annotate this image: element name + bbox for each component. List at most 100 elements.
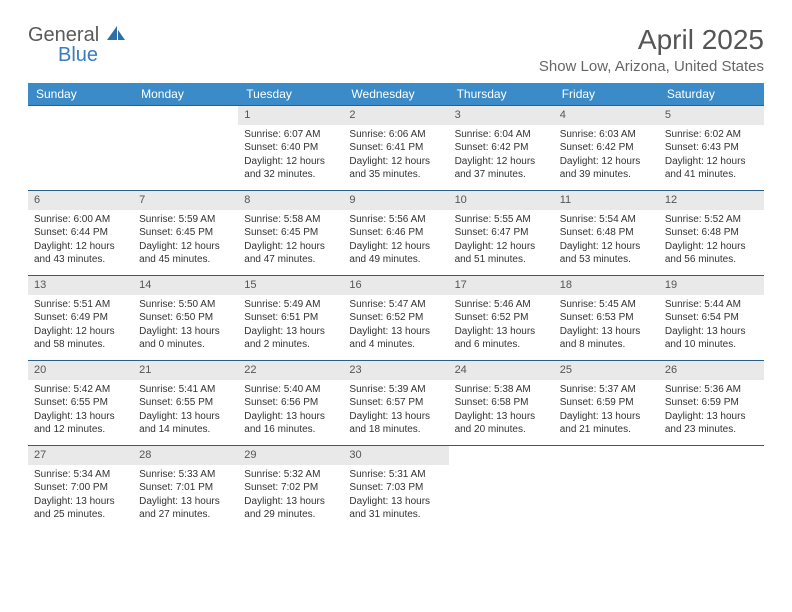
daylight-text: Daylight: 13 hours and 10 minutes. — [665, 325, 758, 352]
day-number: 8 — [238, 191, 343, 210]
sunrise-text: Sunrise: 6:07 AM — [244, 128, 337, 142]
day-cell: 11Sunrise: 5:54 AMSunset: 6:48 PMDayligh… — [554, 191, 659, 275]
day-details: Sunrise: 5:33 AMSunset: 7:01 PMDaylight:… — [133, 465, 238, 528]
sunset-text: Sunset: 6:44 PM — [34, 226, 127, 240]
sunrise-text: Sunrise: 5:41 AM — [139, 383, 232, 397]
day-cell: 3Sunrise: 6:04 AMSunset: 6:42 PMDaylight… — [449, 106, 554, 190]
day-details: Sunrise: 5:56 AMSunset: 6:46 PMDaylight:… — [343, 210, 448, 273]
day-details: Sunrise: 5:42 AMSunset: 6:55 PMDaylight:… — [28, 380, 133, 443]
day-number: 2 — [343, 106, 448, 125]
daylight-text: Daylight: 13 hours and 4 minutes. — [349, 325, 442, 352]
daylight-text: Daylight: 13 hours and 27 minutes. — [139, 495, 232, 522]
calendar-week: 20Sunrise: 5:42 AMSunset: 6:55 PMDayligh… — [28, 360, 764, 445]
day-number: 6 — [28, 191, 133, 210]
day-details: Sunrise: 5:44 AMSunset: 6:54 PMDaylight:… — [659, 295, 764, 358]
sunset-text: Sunset: 6:42 PM — [560, 141, 653, 155]
sunset-text: Sunset: 6:55 PM — [34, 396, 127, 410]
day-details: Sunrise: 5:37 AMSunset: 6:59 PMDaylight:… — [554, 380, 659, 443]
day-number: 23 — [343, 361, 448, 380]
day-details: Sunrise: 6:04 AMSunset: 6:42 PMDaylight:… — [449, 125, 554, 188]
daylight-text: Daylight: 12 hours and 47 minutes. — [244, 240, 337, 267]
daylight-text: Daylight: 12 hours and 51 minutes. — [455, 240, 548, 267]
sunrise-text: Sunrise: 5:59 AM — [139, 213, 232, 227]
sunrise-text: Sunrise: 5:49 AM — [244, 298, 337, 312]
sunset-text: Sunset: 6:49 PM — [34, 311, 127, 325]
day-cell: 29Sunrise: 5:32 AMSunset: 7:02 PMDayligh… — [238, 446, 343, 530]
month-title: April 2025 — [539, 24, 764, 56]
day-number: 30 — [343, 446, 448, 465]
day-number: 10 — [449, 191, 554, 210]
daylight-text: Daylight: 13 hours and 6 minutes. — [455, 325, 548, 352]
day-details: Sunrise: 5:45 AMSunset: 6:53 PMDaylight:… — [554, 295, 659, 358]
brand-logo: General Blue — [28, 24, 127, 47]
day-details: Sunrise: 5:52 AMSunset: 6:48 PMDaylight:… — [659, 210, 764, 273]
daylight-text: Daylight: 13 hours and 21 minutes. — [560, 410, 653, 437]
daylight-text: Daylight: 12 hours and 43 minutes. — [34, 240, 127, 267]
sunrise-text: Sunrise: 5:46 AM — [455, 298, 548, 312]
day-details: Sunrise: 5:34 AMSunset: 7:00 PMDaylight:… — [28, 465, 133, 528]
day-details: Sunrise: 5:40 AMSunset: 6:56 PMDaylight:… — [238, 380, 343, 443]
sunrise-text: Sunrise: 5:55 AM — [455, 213, 548, 227]
day-number — [554, 446, 659, 450]
sunrise-text: Sunrise: 6:02 AM — [665, 128, 758, 142]
sunset-text: Sunset: 6:41 PM — [349, 141, 442, 155]
sunrise-text: Sunrise: 6:00 AM — [34, 213, 127, 227]
day-details: Sunrise: 5:38 AMSunset: 6:58 PMDaylight:… — [449, 380, 554, 443]
day-number — [449, 446, 554, 450]
day-details: Sunrise: 5:31 AMSunset: 7:03 PMDaylight:… — [343, 465, 448, 528]
day-cell — [133, 106, 238, 190]
sunset-text: Sunset: 7:02 PM — [244, 481, 337, 495]
sunrise-text: Sunrise: 5:45 AM — [560, 298, 653, 312]
day-number: 9 — [343, 191, 448, 210]
day-number: 16 — [343, 276, 448, 295]
header: General Blue April 2025 Show Low, Arizon… — [28, 24, 764, 75]
daylight-text: Daylight: 12 hours and 32 minutes. — [244, 155, 337, 182]
daylight-text: Daylight: 12 hours and 58 minutes. — [34, 325, 127, 352]
dow-thursday: Thursday — [449, 83, 554, 105]
day-cell: 26Sunrise: 5:36 AMSunset: 6:59 PMDayligh… — [659, 361, 764, 445]
sunset-text: Sunset: 6:42 PM — [455, 141, 548, 155]
sunrise-text: Sunrise: 5:44 AM — [665, 298, 758, 312]
sunset-text: Sunset: 6:52 PM — [455, 311, 548, 325]
day-details: Sunrise: 5:47 AMSunset: 6:52 PMDaylight:… — [343, 295, 448, 358]
daylight-text: Daylight: 12 hours and 37 minutes. — [455, 155, 548, 182]
sunset-text: Sunset: 6:59 PM — [560, 396, 653, 410]
sunrise-text: Sunrise: 5:36 AM — [665, 383, 758, 397]
sunrise-text: Sunrise: 6:04 AM — [455, 128, 548, 142]
day-number: 1 — [238, 106, 343, 125]
day-cell: 20Sunrise: 5:42 AMSunset: 6:55 PMDayligh… — [28, 361, 133, 445]
day-cell: 7Sunrise: 5:59 AMSunset: 6:45 PMDaylight… — [133, 191, 238, 275]
dow-sunday: Sunday — [28, 83, 133, 105]
day-cell: 4Sunrise: 6:03 AMSunset: 6:42 PMDaylight… — [554, 106, 659, 190]
day-number: 17 — [449, 276, 554, 295]
day-details: Sunrise: 6:06 AMSunset: 6:41 PMDaylight:… — [343, 125, 448, 188]
daylight-text: Daylight: 13 hours and 25 minutes. — [34, 495, 127, 522]
day-details: Sunrise: 5:49 AMSunset: 6:51 PMDaylight:… — [238, 295, 343, 358]
day-details: Sunrise: 5:36 AMSunset: 6:59 PMDaylight:… — [659, 380, 764, 443]
sunset-text: Sunset: 7:03 PM — [349, 481, 442, 495]
daylight-text: Daylight: 12 hours and 49 minutes. — [349, 240, 442, 267]
daylight-text: Daylight: 13 hours and 20 minutes. — [455, 410, 548, 437]
title-block: April 2025 Show Low, Arizona, United Sta… — [539, 24, 764, 75]
sunset-text: Sunset: 6:58 PM — [455, 396, 548, 410]
sunset-text: Sunset: 7:00 PM — [34, 481, 127, 495]
day-number: 13 — [28, 276, 133, 295]
day-number: 19 — [659, 276, 764, 295]
day-cell: 15Sunrise: 5:49 AMSunset: 6:51 PMDayligh… — [238, 276, 343, 360]
day-details: Sunrise: 6:03 AMSunset: 6:42 PMDaylight:… — [554, 125, 659, 188]
daylight-text: Daylight: 13 hours and 12 minutes. — [34, 410, 127, 437]
day-number: 14 — [133, 276, 238, 295]
day-number: 24 — [449, 361, 554, 380]
sunrise-text: Sunrise: 5:32 AM — [244, 468, 337, 482]
daylight-text: Daylight: 13 hours and 29 minutes. — [244, 495, 337, 522]
day-cell: 13Sunrise: 5:51 AMSunset: 6:49 PMDayligh… — [28, 276, 133, 360]
day-cell — [554, 446, 659, 530]
day-cell: 21Sunrise: 5:41 AMSunset: 6:55 PMDayligh… — [133, 361, 238, 445]
sunrise-text: Sunrise: 5:38 AM — [455, 383, 548, 397]
calendar-week: 13Sunrise: 5:51 AMSunset: 6:49 PMDayligh… — [28, 275, 764, 360]
daylight-text: Daylight: 13 hours and 8 minutes. — [560, 325, 653, 352]
day-number: 5 — [659, 106, 764, 125]
sunrise-text: Sunrise: 6:03 AM — [560, 128, 653, 142]
day-cell: 5Sunrise: 6:02 AMSunset: 6:43 PMDaylight… — [659, 106, 764, 190]
sunrise-text: Sunrise: 5:58 AM — [244, 213, 337, 227]
